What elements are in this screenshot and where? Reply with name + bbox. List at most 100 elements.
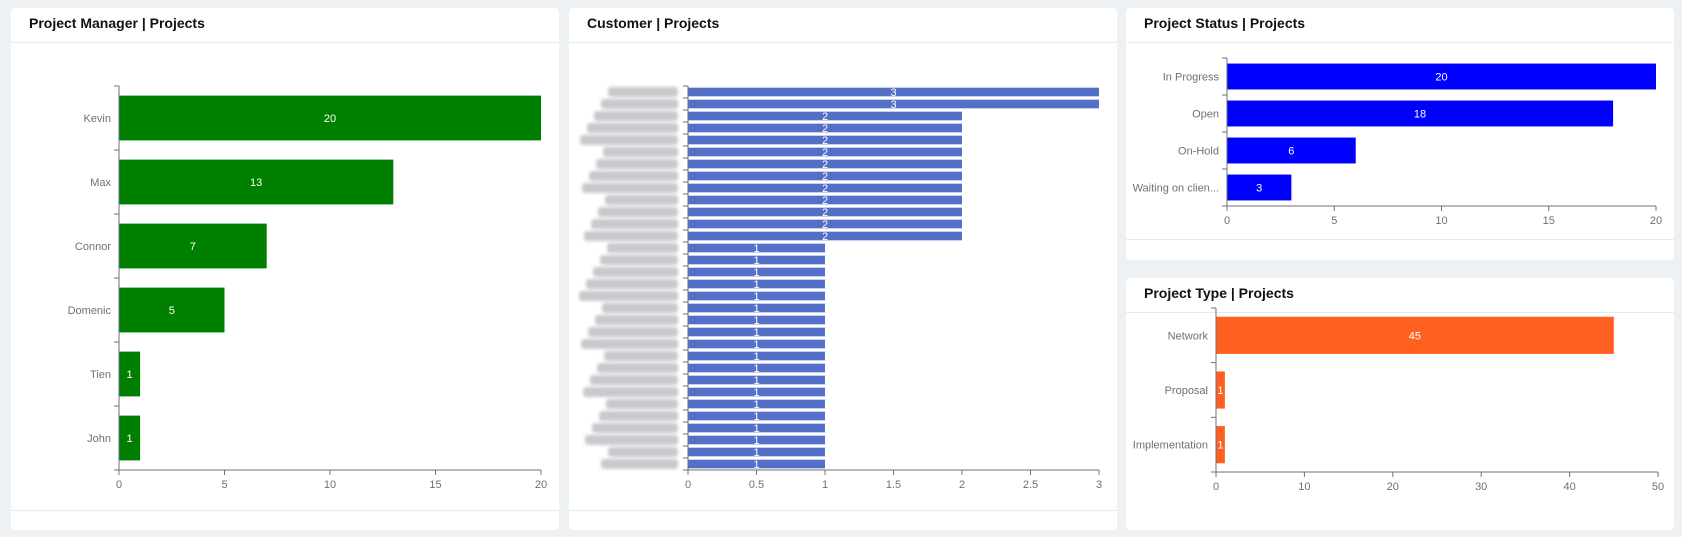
bar[interactable] [119, 159, 394, 205]
bar[interactable] [688, 87, 1100, 97]
category-label-redacted [596, 159, 678, 169]
category-label-redacted [580, 135, 678, 145]
bar[interactable] [688, 207, 963, 217]
bar[interactable] [1216, 426, 1225, 464]
x-tick-label: 0 [1224, 215, 1230, 227]
category-label-redacted [584, 231, 678, 241]
data-label: 1 [753, 327, 759, 339]
bar[interactable] [688, 243, 826, 253]
category-label-redacted [598, 207, 678, 217]
category-label-redacted [581, 339, 678, 349]
data-label: 3 [890, 87, 896, 99]
bar[interactable] [688, 363, 826, 373]
bar[interactable] [1216, 316, 1614, 354]
bar[interactable] [688, 135, 963, 145]
bar[interactable] [688, 255, 826, 265]
category-label-redacted [587, 123, 678, 133]
x-tick-label: 0.5 [749, 479, 764, 491]
bar[interactable] [1227, 174, 1292, 201]
data-label: 1 [753, 375, 759, 387]
bar[interactable] [688, 303, 826, 313]
data-label: 3 [890, 99, 896, 111]
bar[interactable] [688, 171, 963, 181]
bar[interactable] [688, 411, 826, 421]
panel-title: Project Manager | Projects [29, 15, 205, 31]
bar[interactable] [119, 223, 267, 269]
category-label-redacted [594, 111, 678, 121]
data-label: 1 [126, 369, 132, 381]
category-label: John [87, 433, 111, 445]
bar[interactable] [688, 459, 826, 469]
data-label: 18 [1414, 109, 1426, 121]
x-tick-label: 1.5 [886, 479, 901, 491]
data-label: 1 [126, 433, 132, 445]
x-tick-label: 0 [685, 479, 691, 491]
x-tick-label: 5 [221, 479, 227, 491]
customer-panel: Customer | Projects 0 0.5 1 1.5 2 2.5 3 3 3 2 2 2 2 2… [569, 8, 1117, 530]
bar[interactable] [688, 147, 963, 157]
bar[interactable] [688, 315, 826, 325]
category-label: Open [1192, 109, 1219, 121]
data-label: 1 [753, 291, 759, 303]
category-label-redacted [608, 87, 678, 97]
bar[interactable] [1227, 137, 1356, 164]
x-tick-label: 15 [429, 479, 441, 491]
data-label: 2 [822, 195, 828, 207]
data-label: 2 [822, 135, 828, 147]
project-type-panel: Project Type | Projects 0 10 20 30 40 50 Netwo… [1126, 278, 1674, 530]
category-label: Max [90, 177, 111, 189]
x-tick-label: 10 [1298, 481, 1310, 493]
bar[interactable] [688, 219, 963, 229]
category-label-redacted [599, 411, 678, 421]
project-manager-panel: Project Manager | Projects 0 5 10 15 20 Kevin… [11, 8, 559, 530]
bar[interactable] [119, 415, 141, 461]
data-label: 2 [822, 159, 828, 171]
data-label: 1 [753, 351, 759, 363]
panel-title: Project Status | Projects [1144, 15, 1306, 31]
x-tick-label: 5 [1331, 215, 1337, 227]
bar[interactable] [119, 287, 225, 333]
data-label: 2 [822, 219, 828, 231]
x-tick-label: 1 [822, 479, 828, 491]
project-status-chart: 0 5 10 15 20 In Progress 20 Open 18 On-Hold 6 Waiti… [1133, 57, 1662, 227]
data-label: 1 [753, 363, 759, 375]
bar[interactable] [688, 399, 826, 409]
bar[interactable] [688, 159, 963, 169]
bar[interactable] [688, 327, 826, 337]
x-tick-label: 20 [1650, 215, 1662, 227]
category-label: Tien [90, 369, 111, 381]
x-tick-label: 3 [1096, 479, 1102, 491]
project-status-panel: Project Status | Projects 0 5 10 15 20 In Pro… [1126, 8, 1674, 260]
bar[interactable] [688, 111, 963, 121]
bar[interactable] [688, 387, 826, 397]
category-label-redacted [590, 375, 678, 385]
bar[interactable] [688, 375, 826, 385]
bar[interactable] [688, 195, 963, 205]
bar[interactable] [688, 231, 963, 241]
category-label: Domenic [68, 305, 112, 317]
bar[interactable] [119, 351, 141, 397]
data-label: 1 [753, 315, 759, 327]
bar[interactable] [688, 423, 826, 433]
bar[interactable] [688, 279, 826, 289]
bar[interactable] [688, 123, 963, 133]
bar[interactable] [688, 435, 826, 445]
bar[interactable] [688, 339, 826, 349]
bar[interactable] [119, 95, 542, 141]
bar[interactable] [1227, 100, 1614, 127]
category-label: Network [1168, 330, 1209, 342]
bar[interactable] [688, 351, 826, 361]
bar[interactable] [1227, 63, 1657, 90]
bar[interactable] [1216, 371, 1225, 409]
bar[interactable] [688, 447, 826, 457]
data-label: 6 [1288, 146, 1294, 158]
data-label: 45 [1409, 330, 1421, 342]
x-tick-label: 15 [1543, 215, 1555, 227]
bar[interactable] [688, 267, 826, 277]
bar[interactable] [688, 99, 1100, 109]
data-label: 2 [822, 111, 828, 123]
data-label: 2 [822, 123, 828, 135]
category-label: Proposal [1165, 385, 1208, 397]
bar[interactable] [688, 183, 963, 193]
bar[interactable] [688, 291, 826, 301]
